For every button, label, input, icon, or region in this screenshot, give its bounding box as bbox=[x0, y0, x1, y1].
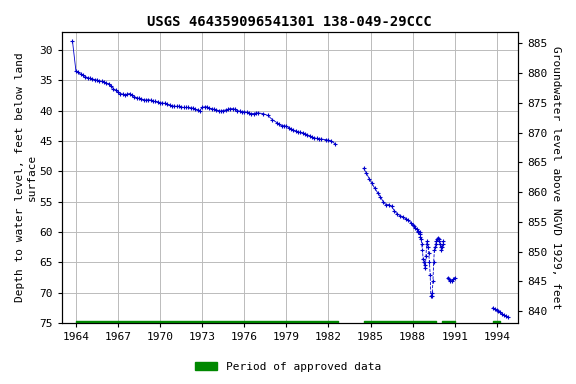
Y-axis label: Groundwater level above NGVD 1929, feet: Groundwater level above NGVD 1929, feet bbox=[551, 46, 561, 309]
Title: USGS 464359096541301 138-049-29CCC: USGS 464359096541301 138-049-29CCC bbox=[147, 15, 432, 29]
Legend: Period of approved data: Period of approved data bbox=[191, 358, 385, 377]
Y-axis label: Depth to water level, feet below land
surface: Depth to water level, feet below land su… bbox=[15, 53, 37, 302]
